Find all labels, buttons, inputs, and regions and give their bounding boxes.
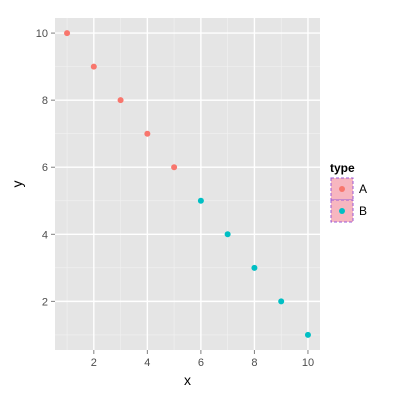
legend-label-b: B bbox=[359, 204, 367, 218]
y-tick-label: 8 bbox=[42, 95, 48, 107]
x-axis-title: x bbox=[184, 372, 191, 388]
x-tick-label: 8 bbox=[251, 357, 257, 369]
minor-gridlines bbox=[55, 18, 320, 350]
x-tick-label: 2 bbox=[91, 357, 97, 369]
data-points bbox=[64, 30, 311, 338]
legend: type AB bbox=[330, 161, 367, 223]
data-point-b bbox=[304, 331, 311, 338]
major-gridlines bbox=[55, 18, 320, 350]
data-point-b bbox=[278, 298, 285, 305]
y-tick-label: 6 bbox=[42, 162, 48, 174]
legend-items: AB bbox=[330, 177, 367, 223]
data-point-b bbox=[197, 197, 204, 204]
data-point-a bbox=[64, 30, 71, 37]
x-tick-label: 4 bbox=[144, 357, 150, 369]
y-axis-ticks: 2 4 6 8 10 bbox=[36, 28, 55, 308]
legend-marker-b bbox=[339, 208, 345, 214]
plot-panel bbox=[55, 18, 320, 350]
legend-marker-a bbox=[339, 186, 345, 192]
data-point-a bbox=[90, 63, 97, 70]
y-tick-label: 4 bbox=[42, 229, 48, 241]
x-tick-label: 6 bbox=[198, 357, 204, 369]
y-axis-title: y bbox=[9, 181, 25, 188]
y-tick-label: 10 bbox=[36, 28, 48, 40]
data-point-a bbox=[117, 97, 124, 104]
data-point-b bbox=[224, 231, 231, 238]
data-point-b bbox=[251, 264, 258, 271]
x-axis-ticks: 2 4 6 8 10 bbox=[91, 350, 314, 369]
y-tick-label: 2 bbox=[42, 296, 48, 308]
legend-title: type bbox=[330, 161, 355, 175]
data-point-a bbox=[171, 164, 178, 171]
x-tick-label: 10 bbox=[302, 357, 314, 369]
data-point-a bbox=[144, 130, 151, 137]
legend-label-a: A bbox=[359, 182, 367, 196]
